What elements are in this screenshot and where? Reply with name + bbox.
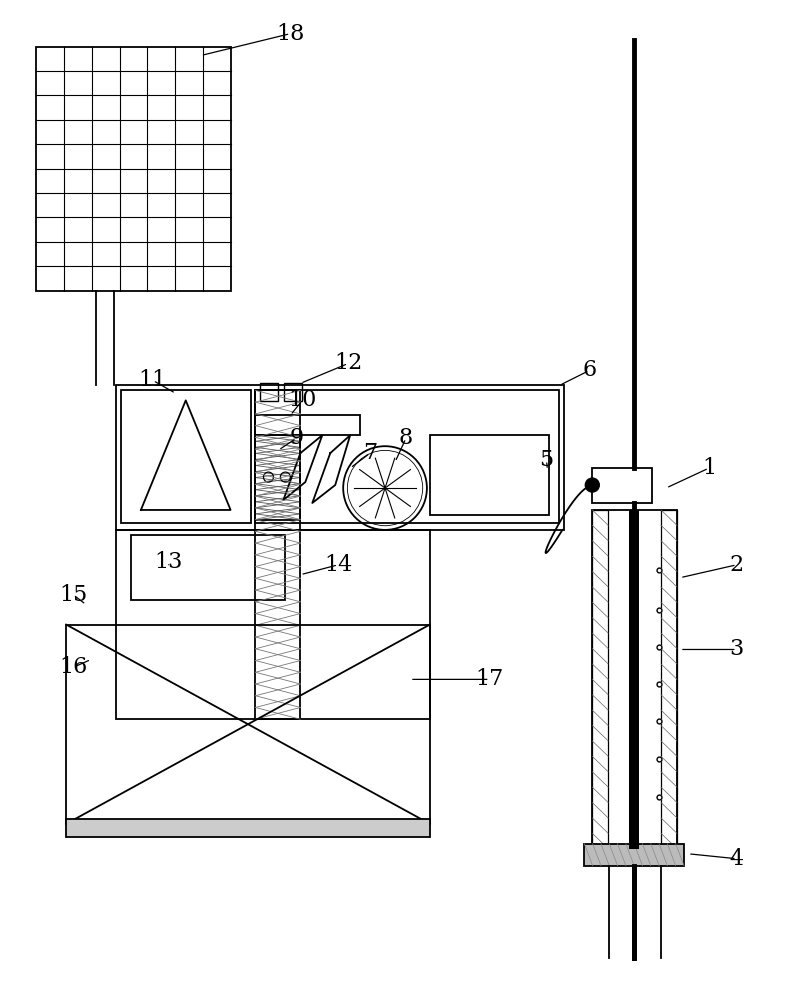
- Text: 11: 11: [139, 369, 167, 391]
- Bar: [629, 510, 639, 849]
- Text: 2: 2: [730, 554, 744, 576]
- Bar: [661, 510, 677, 849]
- Bar: [584, 844, 684, 866]
- Text: 14: 14: [324, 554, 353, 576]
- Bar: [592, 468, 652, 503]
- Bar: [256, 435, 300, 520]
- Circle shape: [585, 478, 599, 492]
- Text: 9: 9: [289, 427, 303, 449]
- Text: 3: 3: [730, 638, 744, 660]
- Text: 4: 4: [730, 848, 744, 870]
- Text: 16: 16: [59, 656, 87, 678]
- Bar: [256, 390, 560, 523]
- Bar: [131, 535, 285, 600]
- Bar: [592, 510, 677, 849]
- Text: 13: 13: [155, 551, 183, 573]
- Text: 17: 17: [476, 668, 504, 690]
- Bar: [121, 390, 251, 523]
- Bar: [430, 435, 549, 515]
- Text: 1: 1: [702, 457, 716, 479]
- Bar: [116, 385, 565, 530]
- Bar: [66, 819, 430, 837]
- Text: 10: 10: [288, 389, 317, 411]
- Bar: [284, 383, 303, 401]
- Text: 18: 18: [276, 23, 305, 45]
- Text: 12: 12: [334, 352, 362, 374]
- Text: 7: 7: [363, 442, 377, 464]
- Bar: [260, 383, 279, 401]
- Text: 5: 5: [539, 449, 553, 471]
- Bar: [256, 415, 360, 435]
- Text: 15: 15: [59, 584, 87, 606]
- Bar: [116, 530, 430, 719]
- Bar: [256, 390, 300, 719]
- Text: 6: 6: [582, 359, 596, 381]
- Text: 8: 8: [399, 427, 413, 449]
- Bar: [66, 625, 430, 824]
- Bar: [592, 510, 608, 849]
- Bar: [37, 47, 230, 291]
